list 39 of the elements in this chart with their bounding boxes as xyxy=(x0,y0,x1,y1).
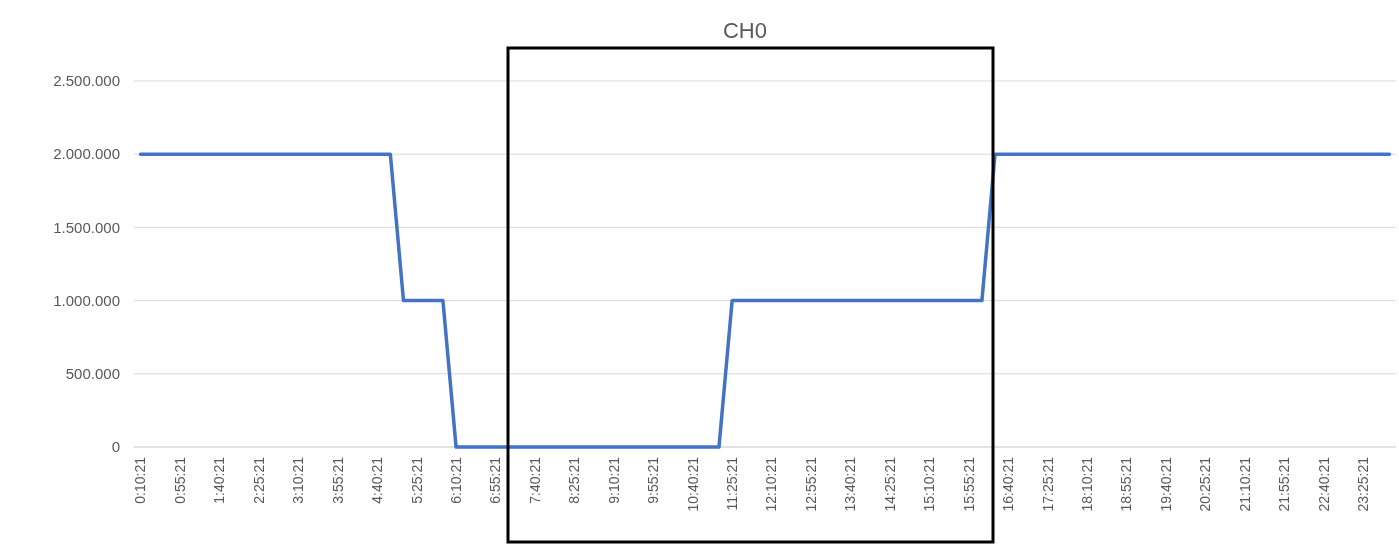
x-tick-label: 23:25:21 xyxy=(1355,456,1372,512)
y-tick-label: 2.000.000 xyxy=(53,145,120,163)
x-tick-label: 0:55:21 xyxy=(171,456,188,504)
x-tick-label: 13:40:21 xyxy=(842,456,859,512)
x-tick-label: 12:55:21 xyxy=(802,456,819,512)
x-tick-label: 4:40:21 xyxy=(369,456,386,504)
x-tick-label: 5:25:21 xyxy=(408,456,425,504)
x-tick-label: 12:10:21 xyxy=(763,456,780,512)
x-tick-label: 18:55:21 xyxy=(1118,456,1135,512)
x-tick-label: 16:40:21 xyxy=(1000,456,1017,512)
x-tick-label: 6:55:21 xyxy=(487,456,504,504)
x-tick-label: 11:25:21 xyxy=(724,456,741,511)
y-tick-label: 0 xyxy=(111,438,120,456)
x-tick-label: 8:25:21 xyxy=(566,456,583,504)
x-tick-label: 3:10:21 xyxy=(290,456,307,504)
x-tick-label: 1:40:21 xyxy=(211,456,228,504)
y-tick-label: 1.500.000 xyxy=(53,218,120,236)
x-tick-label: 9:55:21 xyxy=(645,456,662,504)
x-tick-label: 20:25:21 xyxy=(1197,456,1214,512)
y-tick-label: 2.500.000 xyxy=(53,72,120,90)
x-tick-label: 19:40:21 xyxy=(1157,456,1174,512)
x-tick-label: 21:10:21 xyxy=(1236,456,1253,512)
x-tick-label: 14:25:21 xyxy=(881,456,898,512)
x-tick-label: 7:40:21 xyxy=(526,456,543,504)
x-tick-label: 0:10:21 xyxy=(132,456,149,504)
x-tick-label: 18:10:21 xyxy=(1078,456,1095,512)
x-tick-label: 3:55:21 xyxy=(329,456,346,504)
x-tick-label: 21:55:21 xyxy=(1276,456,1293,512)
chart-title: CH0 xyxy=(722,18,768,43)
x-tick-label: 17:25:21 xyxy=(1039,456,1056,512)
x-tick-label: 22:40:21 xyxy=(1315,456,1332,512)
x-tick-label: 15:10:21 xyxy=(921,456,938,512)
x-tick-label: 15:55:21 xyxy=(960,456,977,512)
x-tick-label: 6:10:21 xyxy=(447,456,464,504)
x-tick-label: 10:40:21 xyxy=(684,456,701,512)
y-tick-label: 1.000.000 xyxy=(53,291,120,309)
x-tick-label: 2:25:21 xyxy=(250,456,267,504)
y-tick-label: 500.000 xyxy=(65,365,120,383)
x-tick-label: 9:10:21 xyxy=(605,456,622,504)
